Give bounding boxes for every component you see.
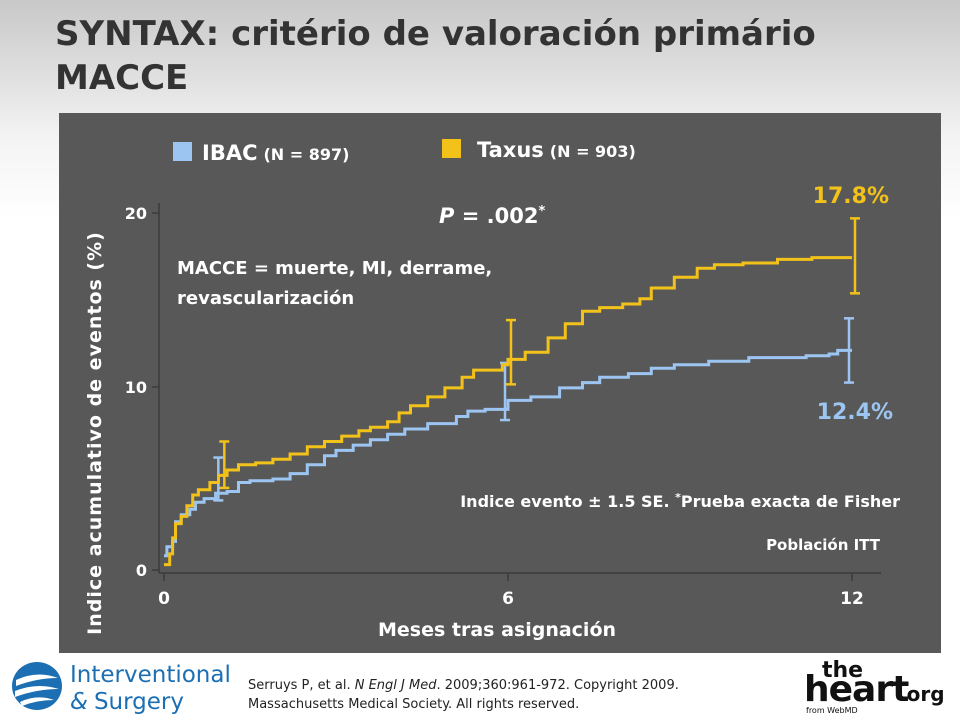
p-value-annotation: P = .002* — [439, 204, 545, 228]
y-axis-title: Indice acumulativo de eventos (%) — [84, 231, 106, 635]
series-layer — [164, 217, 860, 567]
chart-panel: IBAC (N = 897) Taxus (N = 903) Indice acum… — [59, 113, 941, 653]
legend: IBAC (N = 897) Taxus (N = 903) — [173, 138, 636, 165]
x-ticks: 0 6 12 — [158, 573, 864, 609]
error-bar-ibac-2 — [844, 317, 854, 384]
legend-swatch-ibac — [173, 142, 192, 161]
taxus-end-label: 17.8% — [813, 184, 889, 209]
logo-line-1: Interventional — [70, 662, 231, 688]
x-tick-label-0: 0 — [158, 589, 170, 609]
legend-swatch-taxus — [442, 139, 461, 158]
citation: Serruys P, et al. N Engl J Med. 2009;360… — [248, 676, 808, 714]
theheart-org-logo: the heart .org from WebMD — [804, 658, 945, 715]
legend-n-taxus: (N = 903) — [550, 142, 636, 161]
logo-line-2: Surgery — [94, 689, 184, 715]
svg-text:&Surgery: & Surgery — [70, 689, 184, 715]
x-axis-title: Meses tras asignación — [378, 619, 616, 641]
y-tick-label-20: 20 — [125, 204, 147, 223]
legend-label-taxus: Taxus — [477, 138, 544, 162]
series-line-ibac — [164, 348, 852, 558]
footer — [0, 655, 960, 720]
legend-n-ibac: (N = 897) — [263, 145, 349, 164]
title-line-1: SYNTAX: critério de valoración primário — [55, 14, 816, 54]
error-bar-taxus-2 — [850, 217, 860, 295]
interventional-surgery-logo: Interventional & Surgery — [12, 662, 231, 715]
logo-ampersand: & — [70, 689, 88, 715]
citation-line-1: Serruys P, et al. N Engl J Med. 2009;360… — [248, 678, 679, 693]
svg-text:Taxus(N = 903): Taxus (N = 903) — [477, 138, 636, 162]
y-tick-label-10: 10 — [125, 378, 147, 397]
legend-label-ibac: IBAC — [202, 141, 257, 165]
footnote: Indice evento ± 1.5 SE. *Prueba exacta d… — [460, 491, 900, 511]
heart-logo-the: the — [822, 658, 863, 683]
y-ticks: 0 10 20 — [125, 204, 159, 580]
heart-logo-org: .org — [899, 682, 945, 706]
heart-logo-from: from WebMD — [806, 706, 858, 715]
error-bar-taxus-0 — [219, 440, 230, 490]
title-line-2: MACCE — [55, 58, 189, 98]
definition-line-1: MACCE = muerte, MI, derrame, — [177, 258, 492, 279]
slide-title: SYNTAX: critério de valoración primário … — [55, 12, 935, 100]
x-tick-label-12: 12 — [840, 589, 864, 609]
y-tick-label-0: 0 — [136, 561, 147, 580]
svg-text:IBAC(N = 897): IBAC (N = 897) — [202, 141, 349, 165]
definition-line-2: revascularización — [177, 288, 354, 309]
macce-chart: IBAC (N = 897) Taxus (N = 903) Indice acum… — [84, 138, 900, 641]
globe-icon — [12, 662, 62, 710]
error-bar-taxus-1 — [506, 318, 516, 386]
series-line-taxus — [164, 256, 852, 567]
x-tick-label-6: 6 — [502, 589, 514, 609]
citation-line-2: Massachusetts Medical Society. All right… — [248, 697, 580, 712]
ibac-end-label: 12.4% — [817, 400, 893, 425]
heart-logo-main: heart — [804, 669, 909, 710]
population-label: Población ITT — [766, 536, 881, 554]
